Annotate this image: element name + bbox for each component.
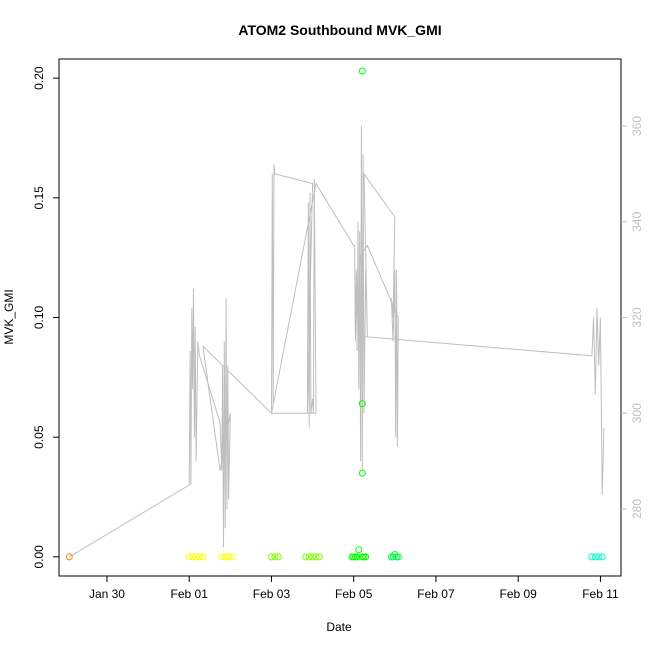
line-series (69, 125, 605, 558)
x-tick-label: Feb 09 (500, 587, 538, 601)
y2-tick-label: 280 (630, 499, 644, 519)
x-tick-label: Feb 11 (582, 587, 619, 601)
line-series-layer (69, 125, 605, 558)
x-tick-label: Feb 01 (171, 587, 209, 601)
data-point (225, 553, 233, 561)
data-point (358, 67, 366, 75)
data-point (268, 553, 275, 561)
data-point (358, 400, 366, 408)
data-point (185, 553, 193, 561)
axes-layer: Jan 30 Feb 01 Feb 03 Feb 05 Feb 07 Feb 09 Feb … (32, 66, 644, 601)
data-point (192, 553, 200, 561)
data-point (315, 553, 323, 561)
data-point (228, 553, 236, 561)
chart-title: ATOM2 Southbound MVK_GMI (238, 22, 441, 38)
data-point (274, 553, 282, 561)
data-point (394, 553, 402, 561)
y2-tick-label: 320 (630, 307, 644, 327)
points-layer (65, 67, 606, 561)
y-tick-label: 0.15 (32, 186, 46, 210)
y-tick-label: 0.20 (32, 66, 46, 90)
x-tick-label: Feb 07 (417, 587, 455, 601)
data-point (196, 553, 203, 561)
data-point (199, 553, 207, 561)
data-point (595, 553, 603, 561)
y2-tick-label: 360 (630, 116, 644, 136)
data-point (358, 469, 366, 477)
data-point (598, 553, 606, 561)
y2-tick-label: 340 (630, 211, 644, 231)
x-tick-label: Feb 03 (253, 587, 291, 601)
data-point (305, 553, 313, 561)
data-point (353, 553, 361, 561)
data-point (271, 553, 279, 561)
data-point (189, 553, 197, 561)
data-point (221, 553, 229, 561)
data-point (362, 553, 370, 561)
y-axis-label: MVK_GMI (2, 289, 16, 344)
data-point (355, 546, 363, 554)
data-point (312, 553, 320, 561)
y-tick-label: 0.05 (32, 425, 46, 449)
x-tick-label: Jan 30 (89, 587, 125, 601)
x-axis-label: Date (326, 620, 352, 634)
data-point (588, 553, 596, 561)
data-point (591, 553, 599, 561)
data-point (302, 553, 310, 561)
data-point (218, 553, 226, 561)
y-tick-label: 0.10 (32, 305, 46, 329)
y2-tick-label: 300 (630, 403, 644, 423)
y-tick-label: 0.00 (32, 545, 46, 569)
x-tick-label: Feb 05 (335, 587, 373, 601)
data-point (65, 553, 73, 561)
data-point (309, 553, 317, 561)
